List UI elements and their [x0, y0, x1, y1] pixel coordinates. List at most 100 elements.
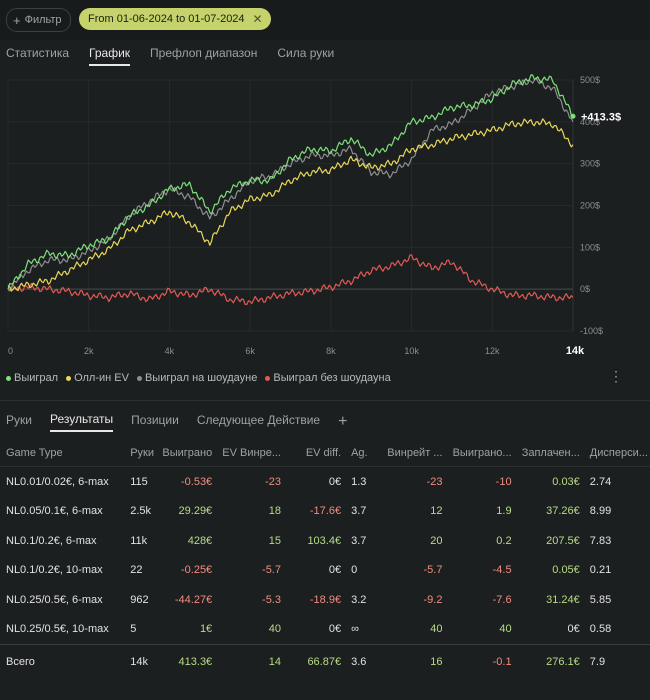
column-header[interactable]: Винрейт ...	[387, 447, 443, 459]
column-header[interactable]: EV Винре...	[222, 447, 281, 459]
table-cell: 0.58	[589, 623, 612, 636]
table-cell: -9.2	[423, 593, 443, 606]
table-row[interactable]: NL0.25/0.5€, 6-max 962 -44.27€ -5.3 -18.9€ 3.…	[0, 585, 650, 615]
total-row[interactable]: Всего 14k 413.3€ 14 66.87€ 3.6 16 -0.1 276.1€ 7.9	[0, 644, 650, 678]
column-header[interactable]: Заплачен...	[521, 447, 580, 459]
x-tick-label: 10k	[404, 346, 419, 356]
column-header[interactable]: Ag.	[351, 447, 368, 459]
table-cell: 7.9	[585, 644, 650, 678]
table-cell: 22	[130, 564, 143, 577]
table-cell: 3.6	[347, 644, 384, 678]
table-cell: 5	[130, 623, 137, 636]
table-cell: 40	[499, 623, 512, 636]
tab-next-action[interactable]: Следующее Действие	[196, 413, 321, 427]
legend-item-won[interactable]: Выиграл	[6, 372, 58, 384]
column-header[interactable]: Game Type	[6, 447, 63, 459]
table-cell: 29.29€	[178, 505, 213, 518]
table-cell: ∞	[351, 623, 359, 636]
legend-item-showdown[interactable]: Выиграл на шоудауне	[136, 372, 257, 384]
tab-positions[interactable]: Позиции	[131, 413, 179, 427]
tab-preflop-range[interactable]: Префлоп диапазон	[150, 46, 258, 60]
y-tick-label: 400$	[580, 117, 600, 127]
column-header[interactable]: Руки	[130, 447, 155, 459]
table-row[interactable]: NL0.25/0.5€, 10-max 5 1€ 40 0€ ∞ 40 40 0€ 0.58	[0, 615, 650, 645]
table-cell: 8.99	[589, 505, 612, 518]
table-cell: 0.2	[496, 534, 512, 547]
table-cell: 5.85	[589, 593, 612, 606]
table-cell: 962	[130, 593, 149, 606]
table-row[interactable]: NL0.1/0.2€, 6-max 11k 428€ 15 103.4€ 3.7 20 0.2…	[0, 526, 650, 556]
bottom-tabs: Руки Результаты Позиции Следующее Действ…	[6, 412, 347, 432]
table-cell: 18	[268, 505, 281, 518]
table-cell: -5.3	[262, 593, 281, 606]
tab-hands[interactable]: Руки	[6, 413, 32, 427]
table-cell: -0.53€	[180, 475, 213, 488]
y-tick-label: 300$	[580, 159, 600, 169]
table-cell: -18.9€	[309, 593, 342, 606]
column-header[interactable]: EV diff.	[305, 447, 342, 459]
table-cell: NL0.05/0.1€, 6-max	[6, 505, 103, 518]
table-cell: -0.25€	[180, 564, 213, 577]
table-cell: NL0.1/0.2€, 10-max	[6, 564, 103, 577]
series-line-1	[7, 74, 574, 290]
x-tick-label: 12k	[485, 346, 500, 356]
table-cell: 66.87€	[287, 644, 348, 678]
x-tick-label: 0	[8, 346, 13, 356]
table-cell: 0€	[567, 623, 580, 636]
table-cell: 7.83	[589, 534, 612, 547]
table-cell: 40	[268, 623, 281, 636]
table-cell: 2.74	[589, 475, 612, 488]
table-cell: 0.21	[589, 564, 612, 577]
tab-results[interactable]: Результаты	[49, 412, 114, 432]
table-cell: 103.4€	[307, 534, 342, 547]
table-cell: 3.2	[351, 593, 367, 606]
plus-icon: +	[13, 12, 21, 28]
table-cell: -0.1	[448, 644, 518, 678]
table-cell: 14	[218, 644, 287, 678]
table-cell: Всего	[0, 644, 127, 678]
table-header-row: Game Type Руки Выиграно EV Винре... EV diff.…	[0, 440, 650, 467]
table-row[interactable]: NL0.05/0.1€, 6-max 2.5k 29.29€ 18 -17.6€ 3.7 1…	[0, 497, 650, 527]
date-range-label: From 01-06-2024 to 01-07-2024	[88, 13, 245, 25]
column-header[interactable]: Выиграно	[162, 447, 213, 459]
legend-item-non-showdown[interactable]: Выиграл без шоудауна	[265, 372, 391, 384]
table-cell: -17.6€	[309, 505, 342, 518]
x-tick-label: 4k	[165, 346, 175, 356]
x-tick-label: 2k	[84, 346, 94, 356]
table-body: NL0.01/0.02€, 6-max 115 -0.53€ -23 0€ 1.3 -23 -…	[0, 467, 650, 678]
x-tick-label: 14k	[566, 345, 585, 357]
table-cell: -44.27€	[174, 593, 213, 606]
chart-svg: 500$ 400$ 300$ 200$ 100$ 0$ -100$ 0 2k 4k 6k 8k 10k 1…	[7, 74, 621, 357]
table-cell: 40	[430, 623, 443, 636]
close-icon[interactable]: ✕	[252, 12, 263, 26]
table-cell: 115	[130, 475, 148, 488]
table-cell: NL0.25/0.5€, 10-max	[6, 623, 109, 636]
filter-button[interactable]: + Фильтр	[6, 8, 71, 32]
add-tab-icon[interactable]: +	[338, 413, 348, 430]
table-cell: 15	[268, 534, 281, 547]
column-header[interactable]: Дисперси...	[589, 447, 648, 459]
table-cell: -5.7	[423, 564, 443, 577]
tab-statistics[interactable]: Статистика	[6, 46, 70, 60]
more-options-icon[interactable]: ⋮	[609, 368, 623, 384]
legend-item-allin-ev[interactable]: Олл-ин EV	[66, 372, 129, 384]
table-cell: 0.05€	[552, 564, 580, 577]
table-cell: NL0.25/0.5€, 6-max	[6, 593, 103, 606]
date-range-chip[interactable]: From 01-06-2024 to 01-07-2024 ✕	[79, 8, 271, 30]
column-header[interactable]: Выиграно...	[452, 447, 512, 459]
table-cell: 12	[430, 505, 443, 518]
table-cell: 31.24€	[546, 593, 580, 606]
table-cell: 428€	[187, 534, 213, 547]
series-line-4	[7, 254, 574, 306]
table-row[interactable]: NL0.01/0.02€, 6-max 115 -0.53€ -23 0€ 1.3 -23 -…	[0, 467, 650, 497]
filter-label: Фильтр	[24, 14, 62, 26]
table-row[interactable]: NL0.1/0.2€, 10-max 22 -0.25€ -5.7 0€ 0 -5.7 -4.…	[0, 556, 650, 586]
tab-hand-strength[interactable]: Сила руки	[277, 46, 335, 60]
chart-legend: Выиграл Олл-ин EV Выиграл на шоудауне Вы…	[6, 372, 391, 384]
table-cell: -23	[426, 475, 443, 488]
series-line-2	[7, 118, 574, 292]
section-divider	[0, 400, 650, 401]
table-cell: 413.3€	[158, 644, 219, 678]
table-cell: 3.7	[351, 505, 367, 518]
tab-graph[interactable]: График	[89, 46, 131, 66]
